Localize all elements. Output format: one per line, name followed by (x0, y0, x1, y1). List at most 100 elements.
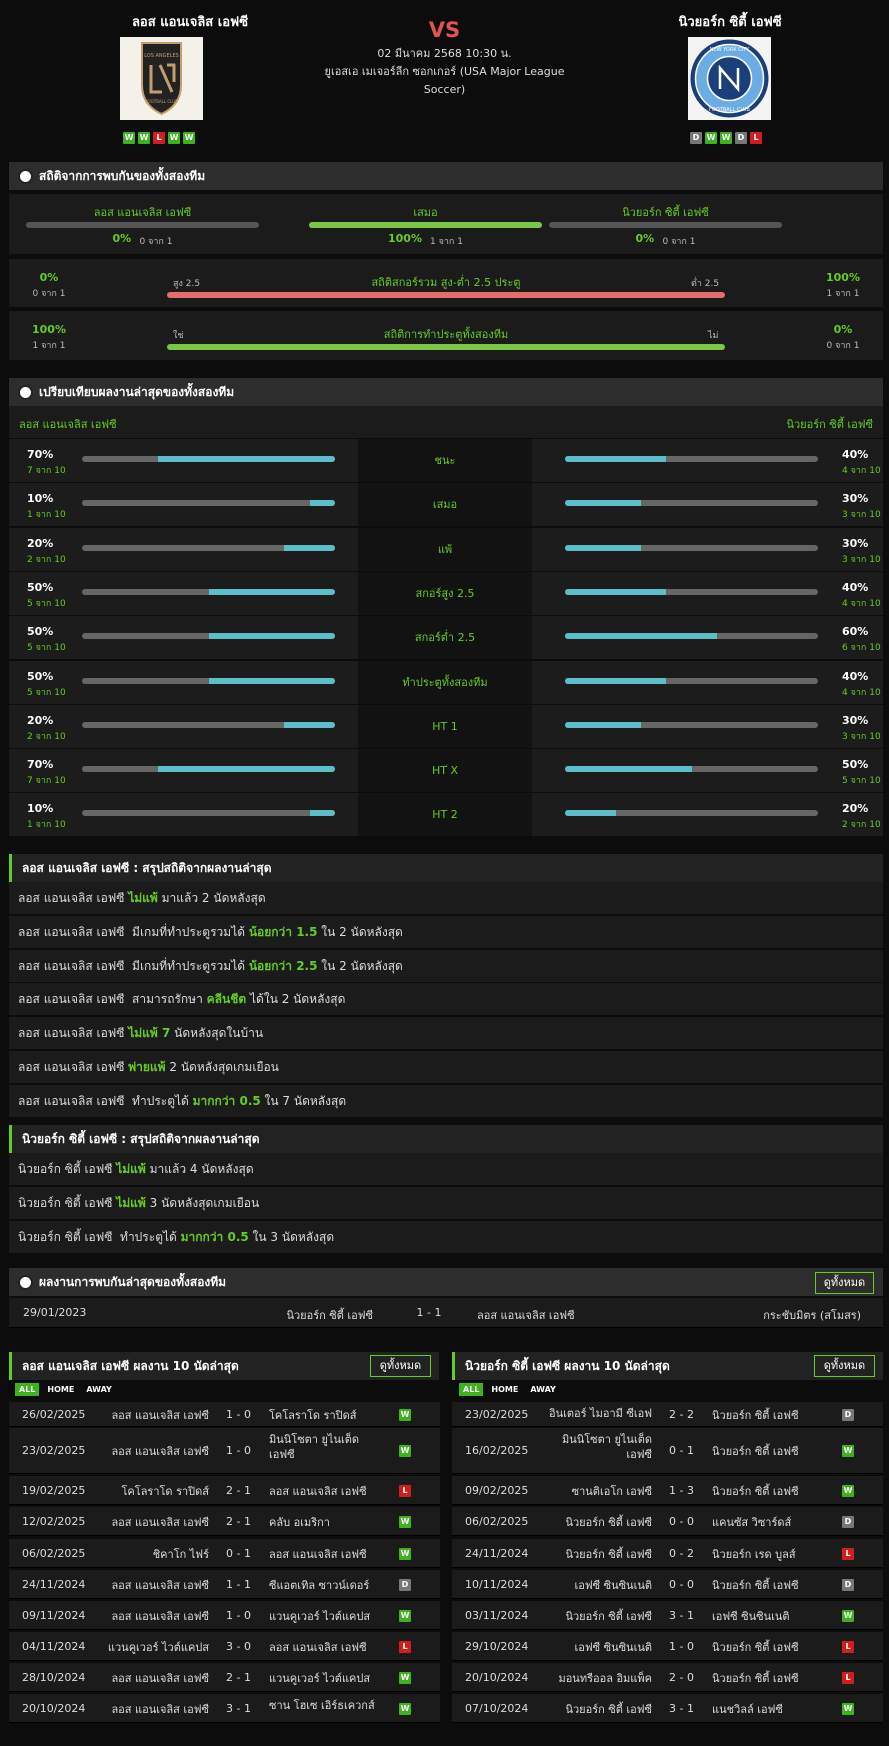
tab-away[interactable]: AWAY (530, 1385, 556, 1394)
match-row[interactable]: 04/11/2024 แวนคูเวอร์ ไวต์แคปส 3 - 0 ลอส แอ… (9, 1632, 440, 1661)
compare-row: 10% 1 จาก 10 HT 2 20% 2 จาก 10 (9, 793, 883, 837)
match-away: นิวยอร์ก ซิตี้ เอฟซี (712, 1671, 799, 1685)
match-row[interactable]: 20/10/2024 ลอส แอนเจลิส เอฟซี 3 - 1 ซาน โฮเ… (9, 1694, 440, 1723)
result-badge: W (399, 1671, 411, 1684)
match-row[interactable]: 06/02/2025 ชิคาโก ไฟร์ 0 - 1 ลอส แอนเจลิส เ… (9, 1539, 440, 1568)
match-row[interactable]: 12/02/2025 ลอส แอนเจลิส เอฟซี 2 - 1 คลับ อเ… (9, 1507, 440, 1536)
match-row[interactable]: 20/10/2024 มอนทรีออล อิมแพ็ค 2 - 0 นิวยอร์ก… (452, 1663, 883, 1692)
compare-row: 20% 2 จาก 10 HT 1 30% 3 จาก 10 (9, 704, 883, 748)
h2h-col-name: เสมอ (413, 206, 438, 219)
compare-left-frac: 2 จาก 10 (27, 731, 66, 742)
compare-left-frac: 5 จาก 10 (27, 643, 66, 654)
match-score: 2 - 2 (669, 1407, 694, 1421)
tab-all[interactable]: ALL (15, 1383, 40, 1396)
match-date: 09/11/2024 (22, 1608, 86, 1622)
h2h-result-date: 29/01/2023 (23, 1306, 87, 1319)
match-row[interactable]: 19/02/2025 โคโลราโด ราปิดส์ 2 - 1 ลอส แอนเจ… (9, 1476, 440, 1505)
compare-right-bar (565, 766, 818, 773)
compare-right-pct: 60% (842, 625, 869, 639)
nycfc-logo[interactable]: NEW YORK CITY FOOTBALL CLUB (688, 37, 771, 120)
match-row[interactable]: 26/02/2025 ลอส แอนเจลิส เอฟซี 1 - 0 โคโลราโ… (9, 1402, 440, 1427)
home-last10-view-all-button[interactable]: ดูทั้งหมด (370, 1355, 431, 1377)
away-last10-view-all-button[interactable]: ดูทั้งหมด (814, 1355, 875, 1377)
match-score: 1 - 0 (226, 1407, 251, 1421)
compare-left-pct: 20% (27, 713, 54, 727)
form-badge: W (183, 132, 195, 144)
match-score: 2 - 1 (226, 1670, 251, 1684)
lafc-logo[interactable]: LOS ANGELES FOOTBALL CLUB (120, 37, 203, 120)
match-row[interactable]: 03/11/2024 นิวยอร์ก ซิตี้ เอฟซี 3 - 1 เอฟซี… (452, 1601, 883, 1630)
summary-text: ลอส แอนเจลิส เอฟซี (18, 1026, 129, 1041)
compare-label: สกอร์สูง 2.5 (358, 571, 532, 615)
match-away: ลอส แอนเจลิส เอฟซี (269, 1484, 367, 1498)
form-badge: W (123, 132, 135, 144)
match-row[interactable]: 28/10/2024 ลอส แอนเจลิส เอฟซี 2 - 1 แวนคูเว… (9, 1663, 440, 1692)
compare-label: HT 2 (358, 793, 532, 837)
tab-home[interactable]: HOME (491, 1385, 519, 1394)
tab-all[interactable]: ALL (459, 1383, 484, 1396)
result-badge: W (842, 1445, 854, 1457)
match-away: นิวยอร์ก ซิตี้ เอฟซี (712, 1578, 799, 1592)
result-badge: W (399, 1609, 411, 1622)
compare-right-bar-fill (565, 588, 667, 595)
match-row[interactable]: 29/10/2024 เอฟซี ซินซินเนติ 1 - 0 นิวยอร์ก … (452, 1632, 883, 1661)
match-row[interactable]: 24/11/2024 ลอส แอนเจลิส เอฟซี 1 - 1 ซีแอตเท… (9, 1570, 440, 1599)
match-row[interactable]: 24/11/2024 นิวยอร์ก ซิตี้ เอฟซี 0 - 2 นิวยอ… (452, 1539, 883, 1568)
h2h-results-title: ผลงานการพบกันล่าสุดของทั้งสองทีม (39, 1275, 227, 1289)
result-badge: L (842, 1640, 854, 1653)
h2h-stats-title: สถิติจากการพบกันของทั้งสองทีม (39, 169, 206, 183)
h2h-col-bar (309, 222, 542, 228)
match-score: 0 - 1 (669, 1444, 694, 1457)
h2h-view-all-button[interactable]: ดูทั้งหมด (815, 1272, 874, 1294)
compare-right-frac: 3 จาก 10 (842, 554, 881, 565)
match-score: 3 - 1 (669, 1701, 694, 1715)
summary-row: ลอส แอนเจลิส เอฟซี มีเกมที่ทำประตูรวมได้… (9, 915, 883, 948)
match-away: ซาน โฮเซ เอิร์ธเควกส์ (269, 1699, 375, 1712)
compare-left: 50% 5 จาก 10 (9, 571, 358, 615)
h2h-result-row[interactable]: 29/01/2023 นิวยอร์ก ซิตี้ เอฟซี 1 - 1 ลอส แ… (9, 1298, 883, 1328)
match-row[interactable]: 16/02/2025 มินนิโซตา ยูไนเต็ด เอฟซี 0 - 1 น… (452, 1428, 883, 1474)
match-row[interactable]: 23/02/2025 อินเตอร์ ไมอามี ซีเอฟ 2 - 2 นิวย… (452, 1402, 883, 1427)
match-home: ลอส แอนเจลิส เอฟซี (111, 1515, 209, 1529)
compare-label: ทำประตูทั้งสองทีม (358, 660, 532, 704)
match-away: นิวยอร์ก ซิตี้ เอฟซี (712, 1640, 799, 1654)
compare-left-bar-fill (284, 721, 335, 728)
match-row[interactable]: 23/02/2025 ลอส แอนเจลิส เอฟซี 1 - 0 มินนิโซ… (9, 1428, 440, 1474)
home-team-name[interactable]: ลอส แอนเจลิส เอฟซี (131, 15, 249, 30)
match-home: ชิคาโก ไฟร์ (152, 1547, 209, 1561)
match-row[interactable]: 09/02/2025 ซานติเอโก เอฟซี 1 - 3 นิวยอร์ก ซ… (452, 1476, 883, 1505)
match-row[interactable]: 10/11/2024 เอฟซี ซินซินเนติ 0 - 0 นิวยอร์ก … (452, 1570, 883, 1599)
compare-label: เสมอ (358, 483, 532, 527)
h2h-col-bar-fill (309, 222, 542, 228)
compare-right-frac: 6 จาก 10 (842, 643, 881, 654)
match-date: 23/02/2025 (22, 1444, 86, 1457)
match-date: 23/02/2025 (465, 1407, 529, 1421)
compare-left-bar-fill (208, 677, 335, 684)
btts-left-of: 1 จาก 1 (32, 341, 66, 351)
match-row[interactable]: 06/02/2025 นิวยอร์ก ซิตี้ เอฟซี 0 - 0 แคนซั… (452, 1507, 883, 1536)
match-league[interactable]: ยูเอสเอ เมเจอร์ลีก ซอกเกอร์ (USA Major L… (324, 65, 565, 96)
match-row[interactable]: 09/11/2024 ลอส แอนเจลิส เอฟซี 1 - 0 แวนคูเว… (9, 1601, 440, 1630)
match-away: เอฟซี ซินซินเนติ (712, 1609, 790, 1623)
tab-away[interactable]: AWAY (86, 1385, 112, 1394)
result-badge: D (399, 1578, 411, 1591)
match-home: ลอส แอนเจลิส เอฟซี (111, 1408, 209, 1422)
btts-box: 100% 1 จาก 1 ใช่ สถิติการทำประตูทั้งสองท… (9, 311, 883, 360)
form-badge: W (168, 132, 180, 144)
match-away: แนชวิลล์ เอฟซี (712, 1702, 783, 1716)
match-home: ลอส แอนเจลิส เอฟซี (111, 1445, 209, 1458)
tab-home[interactable]: HOME (47, 1385, 75, 1394)
away-team-name[interactable]: นิวยอร์ก ซิตี้ เอฟซี (678, 15, 782, 30)
match-away: นิวยอร์ก ซิตี้ เอฟซี (712, 1408, 799, 1422)
summary-row: ลอส แอนเจลิส เอฟซี ทำประตูได้ มากกว่า 0.… (9, 1084, 883, 1117)
compare-label: ชนะ (358, 439, 532, 482)
h2h-result-comp: กระชับมิตร (สโมสร) (763, 1309, 861, 1322)
compare-right: 30% 3 จาก 10 (532, 704, 883, 748)
match-away: มินนิโซตา ยูไนเต็ด เอฟซี (269, 1433, 360, 1461)
soccer-ball-icon (18, 169, 33, 184)
compare-right-bar-fill (565, 766, 692, 773)
compare-right-pct: 30% (842, 713, 869, 727)
summary-text: 2 นัดหลังสุดเกมเยือน (165, 1060, 279, 1074)
match-row[interactable]: 07/10/2024 นิวยอร์ก ซิตี้ เอฟซี 3 - 1 แนชวิ… (452, 1694, 883, 1723)
